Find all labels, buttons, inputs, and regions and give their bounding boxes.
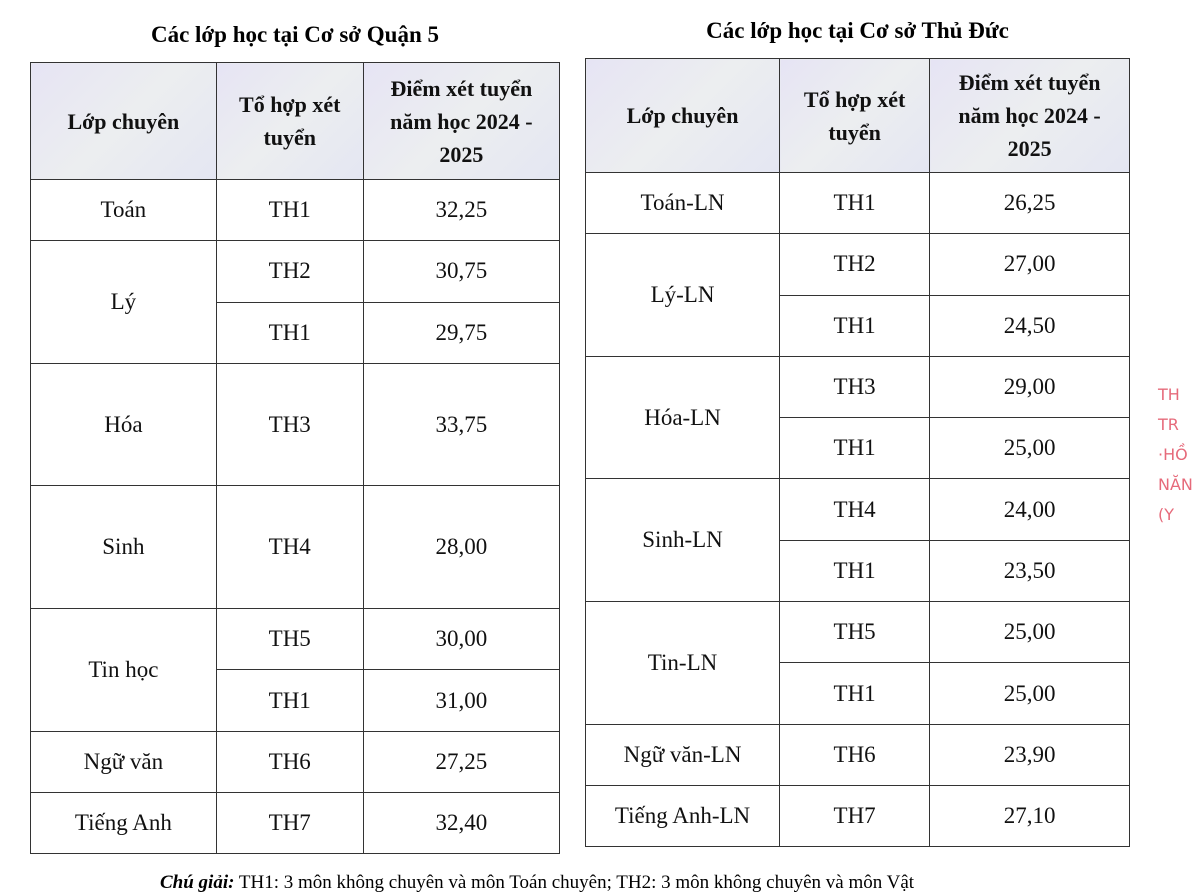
combo-cell: TH6	[215, 730, 364, 793]
data-row: Hóa-LN TH3 29,00	[584, 355, 1130, 480]
data-row: Tin học TH5 30,00	[30, 608, 561, 732]
data-row: TH1 31,00	[31, 669, 561, 732]
score-table: Lớp chuyên Tổ hợp xét tuyển Điểm xét tuyển…	[584, 58, 1130, 848]
score-cell: 31,00	[362, 669, 561, 732]
score-cell: 32,40	[362, 791, 561, 855]
header-row: Lớp chuyên Tổ hợp xét tuyển Điểm xét tuyển…	[30, 62, 561, 180]
score-cell: 26,25	[929, 171, 1130, 235]
header-row: Lớp chuyên Tổ hợp xét tuyển Điểm xét tuyển…	[584, 58, 1130, 173]
combo-cell: TH6	[779, 723, 931, 786]
stamp-text: NĂN	[1158, 475, 1193, 494]
combo-cell: TH5	[779, 601, 931, 664]
combo-cell: TH1	[779, 294, 931, 357]
class-cell: Toán-LN	[584, 171, 781, 235]
combo-cell: TH2	[215, 240, 364, 303]
data-row: Lý-LN TH2 27,00	[584, 233, 1130, 357]
data-row: Toán TH1 32,25	[30, 178, 561, 242]
combo-cell: TH4	[215, 485, 364, 610]
score-cell: 29,75	[362, 301, 561, 364]
data-row: Sinh-LN TH4 24,00	[584, 478, 1130, 603]
data-row: Ngữ văn TH6 27,25	[30, 730, 561, 793]
data-row: Tin-LN TH5 25,00	[584, 601, 1130, 725]
combo-cell: TH3	[215, 362, 364, 487]
combo-cell: TH1	[215, 669, 364, 732]
column-header: Tổ hợp xét tuyển	[779, 58, 931, 173]
combo-cell: TH1	[779, 539, 931, 603]
column-header: Điểm xét tuyển năm học 2024 - 2025	[929, 58, 1130, 173]
score-table: Lớp chuyên Tổ hợp xét tuyển Điểm xét tuyển…	[30, 62, 561, 855]
class-cell: Tin-LN	[584, 601, 781, 725]
combo-cell: TH1	[779, 662, 931, 725]
score-cell: 27,00	[929, 233, 1130, 296]
score-cell: 30,75	[362, 240, 561, 303]
footnote-text: TH1: 3 môn không chuyên và môn Toán chuy…	[238, 872, 915, 893]
class-cell: Toán	[30, 178, 217, 242]
class-cell: Hóa	[30, 362, 217, 487]
score-cell: 25,00	[929, 417, 1130, 480]
class-cell: Lý	[30, 240, 217, 364]
column-header: Lớp chuyên	[584, 58, 781, 173]
score-cell: 27,25	[362, 730, 561, 793]
data-row: Tiếng Anh TH7 32,40	[30, 791, 561, 855]
combo-cell: TH5	[215, 608, 364, 671]
class-cell: Tiếng Anh	[30, 791, 217, 855]
table-title: Các lớp học tại Cơ sở Quận 5	[150, 22, 440, 47]
stamp: TH TR ·HỒ NĂN (Y	[1158, 380, 1193, 530]
data-row: TH1 23,50	[586, 539, 1130, 603]
data-row: TH1 29,75	[31, 301, 561, 364]
column-header: Điểm xét tuyển năm học 2024 - 2025	[362, 62, 561, 180]
combo-cell: TH1	[779, 171, 931, 235]
combo-cell: TH2	[779, 233, 931, 296]
class-cell: Tin học	[30, 608, 217, 732]
data-row: Lý TH2 30,75	[30, 240, 561, 364]
stamp-text: ·HỒ	[1158, 445, 1188, 464]
column-header: Tổ hợp xét tuyển	[215, 62, 364, 180]
score-cell: 23,90	[929, 723, 1130, 786]
combo-cell: TH3	[779, 355, 931, 419]
stamp-text: TR	[1158, 415, 1179, 434]
score-cell: 29,00	[929, 355, 1130, 419]
data-row: TH1 24,50	[586, 294, 1130, 357]
class-cell: Hóa-LN	[584, 355, 781, 480]
score-cell: 33,75	[362, 362, 561, 487]
stamp-text: (Y	[1158, 505, 1175, 524]
combo-cell: TH4	[779, 478, 931, 541]
score-cell: 30,00	[362, 608, 561, 671]
class-cell: Ngữ văn-LN	[584, 723, 781, 786]
score-cell: 27,10	[929, 784, 1130, 848]
data-row: Hóa TH3 33,75	[30, 362, 561, 487]
score-cell: 24,50	[929, 294, 1130, 357]
stamp-text: TH	[1158, 385, 1180, 404]
data-row: TH1 25,00	[586, 662, 1130, 725]
footnote: Chú giải: TH1: 3 môn không chuyên và môn…	[160, 872, 914, 894]
data-row: Sinh TH4 28,00	[30, 485, 561, 610]
data-row: Ngữ văn-LN TH6 23,90	[584, 723, 1130, 786]
score-cell: 32,25	[362, 178, 561, 242]
combo-cell: TH7	[779, 784, 931, 848]
combo-cell: TH1	[215, 178, 364, 242]
class-cell: Sinh-LN	[584, 478, 781, 603]
score-cell: 25,00	[929, 662, 1130, 725]
score-cell: 23,50	[929, 539, 1130, 603]
combo-cell: TH1	[779, 417, 931, 480]
class-cell: Sinh	[30, 485, 217, 610]
score-cell: 24,00	[929, 478, 1130, 541]
class-cell: Tiếng Anh-LN	[584, 784, 781, 848]
class-cell: Ngữ văn	[30, 730, 217, 793]
class-cell: Lý-LN	[584, 233, 781, 357]
score-cell: 25,00	[929, 601, 1130, 664]
data-row: Toán-LN TH1 26,25	[584, 171, 1130, 235]
data-row: Tiếng Anh-LN TH7 27,10	[584, 784, 1130, 848]
combo-cell: TH7	[215, 791, 364, 855]
score-cell: 28,00	[362, 485, 561, 610]
footnote-label: Chú giải:	[160, 872, 235, 893]
table-title: Các lớp học tại Cơ sở Thủ Đức	[706, 18, 1009, 43]
column-header: Lớp chuyên	[30, 62, 217, 180]
data-row: TH1 25,00	[586, 417, 1130, 480]
combo-cell: TH1	[215, 301, 364, 364]
